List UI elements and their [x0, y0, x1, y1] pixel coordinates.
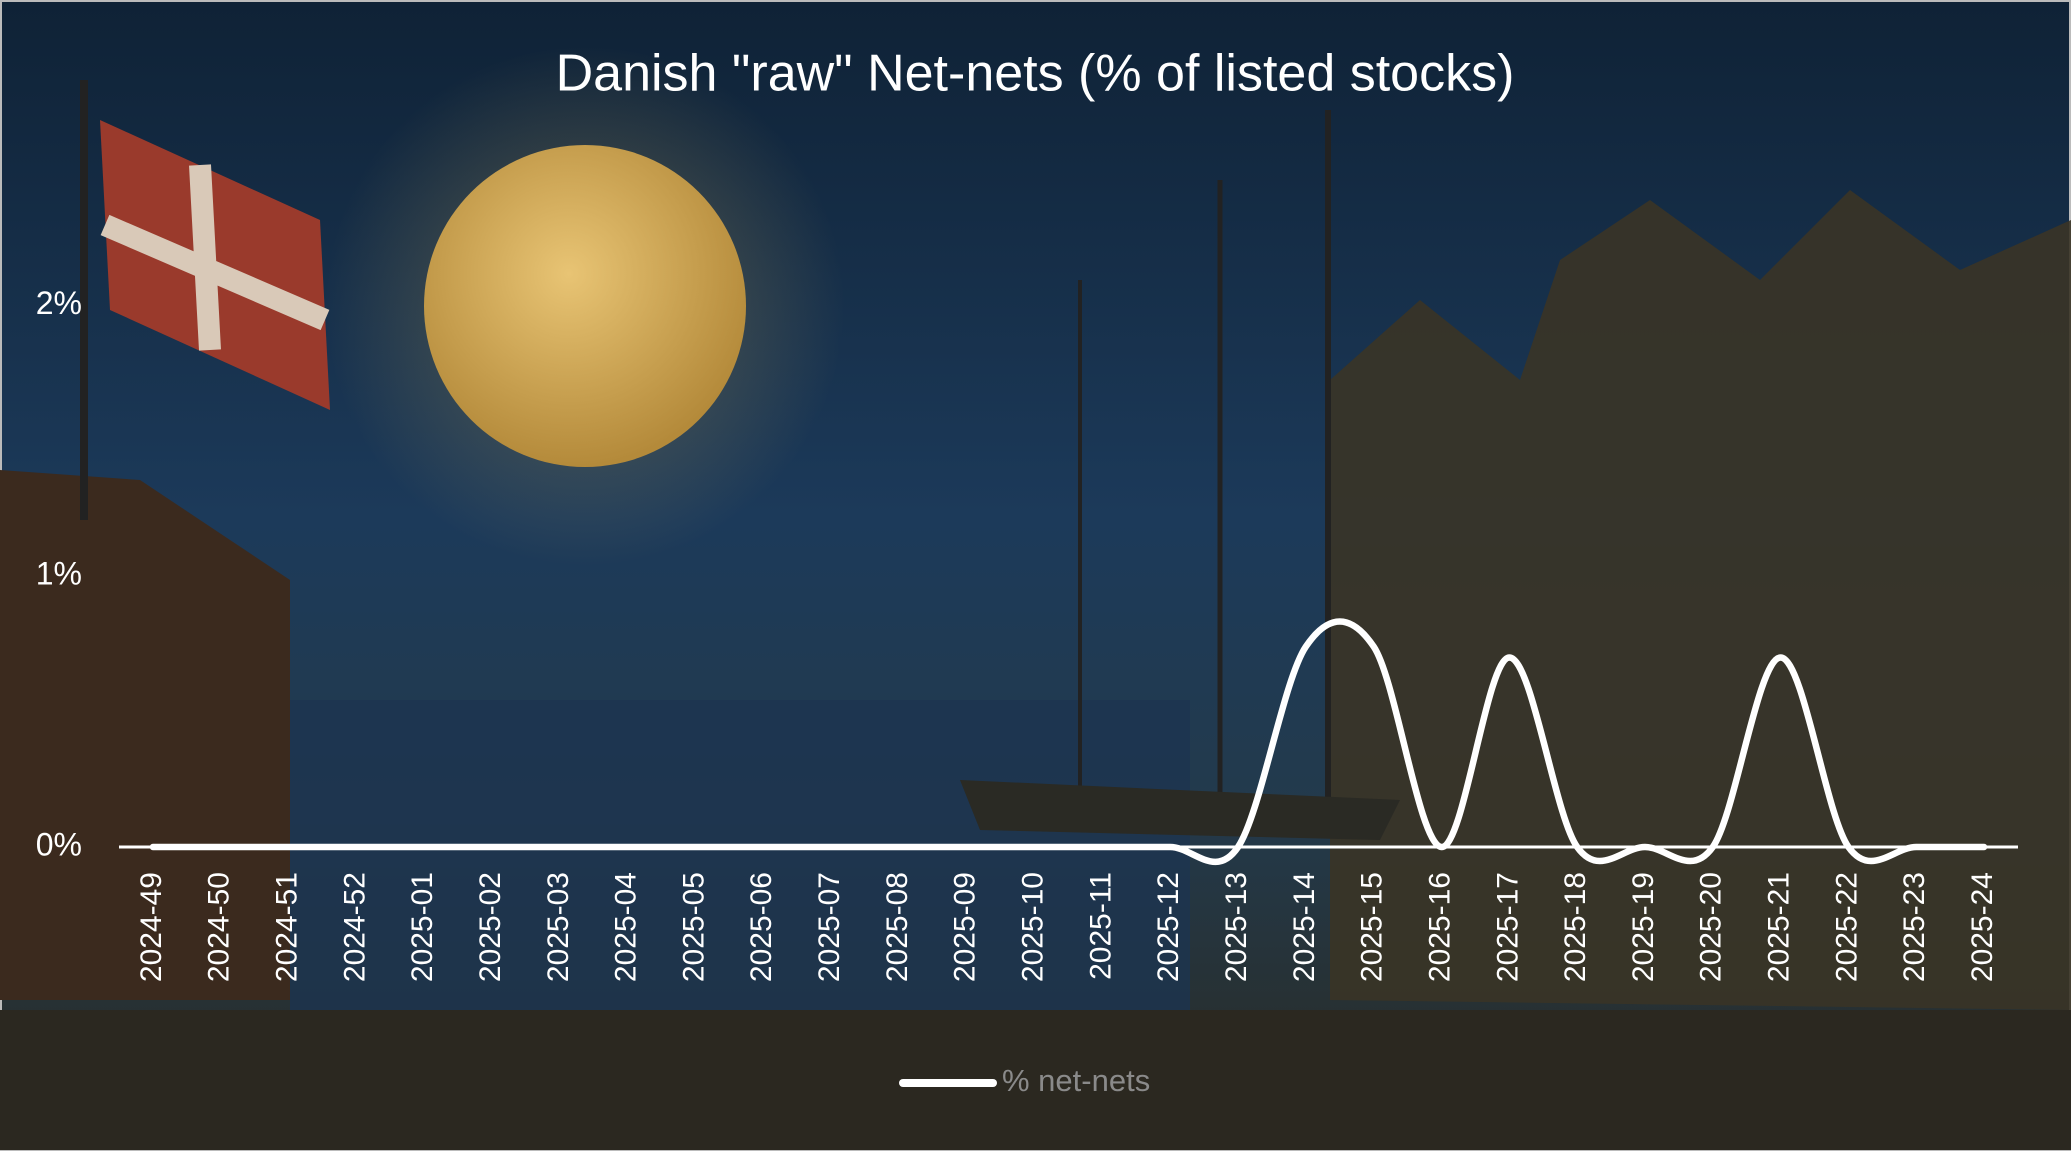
x-tick-label: 2025-09 — [949, 872, 982, 982]
x-tick-label: 2025-24 — [1966, 872, 1999, 982]
x-tick-label: 2025-04 — [610, 872, 643, 982]
x-tick-label: 2025-10 — [1017, 872, 1050, 982]
y-tick-label: 1% — [36, 556, 82, 592]
x-tick-label: 2025-08 — [881, 872, 914, 982]
x-tick-label: 2025-05 — [677, 872, 710, 982]
x-tick-label: 2025-06 — [745, 872, 778, 982]
chart-title: Danish "raw" Net-nets (% of listed stock… — [556, 45, 1515, 103]
x-tick-label: 2025-14 — [1288, 872, 1321, 982]
x-tick-label: 2025-21 — [1763, 872, 1796, 982]
x-tick-label: 2024-49 — [135, 872, 168, 982]
y-tick-label: 0% — [36, 826, 82, 862]
line-series — [149, 618, 1988, 866]
x-tick-label: 2025-13 — [1220, 872, 1253, 982]
x-tick-label: 2024-51 — [270, 872, 303, 982]
x-tick-label: 2025-23 — [1898, 872, 1931, 982]
x-tick-label: 2025-22 — [1830, 872, 1863, 982]
plot-area: 0% 1% 2% 2024-49 2024-50 2024-51 2024-52 2025-0… — [36, 285, 2018, 1098]
x-tick-label: 2025-17 — [1491, 872, 1524, 982]
x-tick-label: 2025-03 — [542, 872, 575, 982]
x-tick-label: 2025-20 — [1695, 872, 1728, 982]
y-tick-label: 2% — [36, 285, 82, 321]
x-tick-label: 2025-15 — [1356, 872, 1389, 982]
x-tick-label: 2025-07 — [813, 872, 846, 982]
x-tick-label: 2025-02 — [474, 872, 507, 982]
x-tick-label: 2025-11 — [1084, 872, 1117, 980]
x-tick-label: 2024-52 — [338, 872, 371, 982]
x-tick-label: 2025-16 — [1423, 872, 1456, 982]
x-tick-label: 2025-12 — [1152, 872, 1185, 982]
legend-label: % net-nets — [1002, 1063, 1150, 1098]
x-tick-label: 2025-19 — [1627, 872, 1660, 982]
x-tick-label: 2025-18 — [1559, 872, 1592, 982]
x-tick-label: 2025-01 — [406, 872, 439, 982]
x-tick-label: 2024-50 — [203, 872, 236, 982]
